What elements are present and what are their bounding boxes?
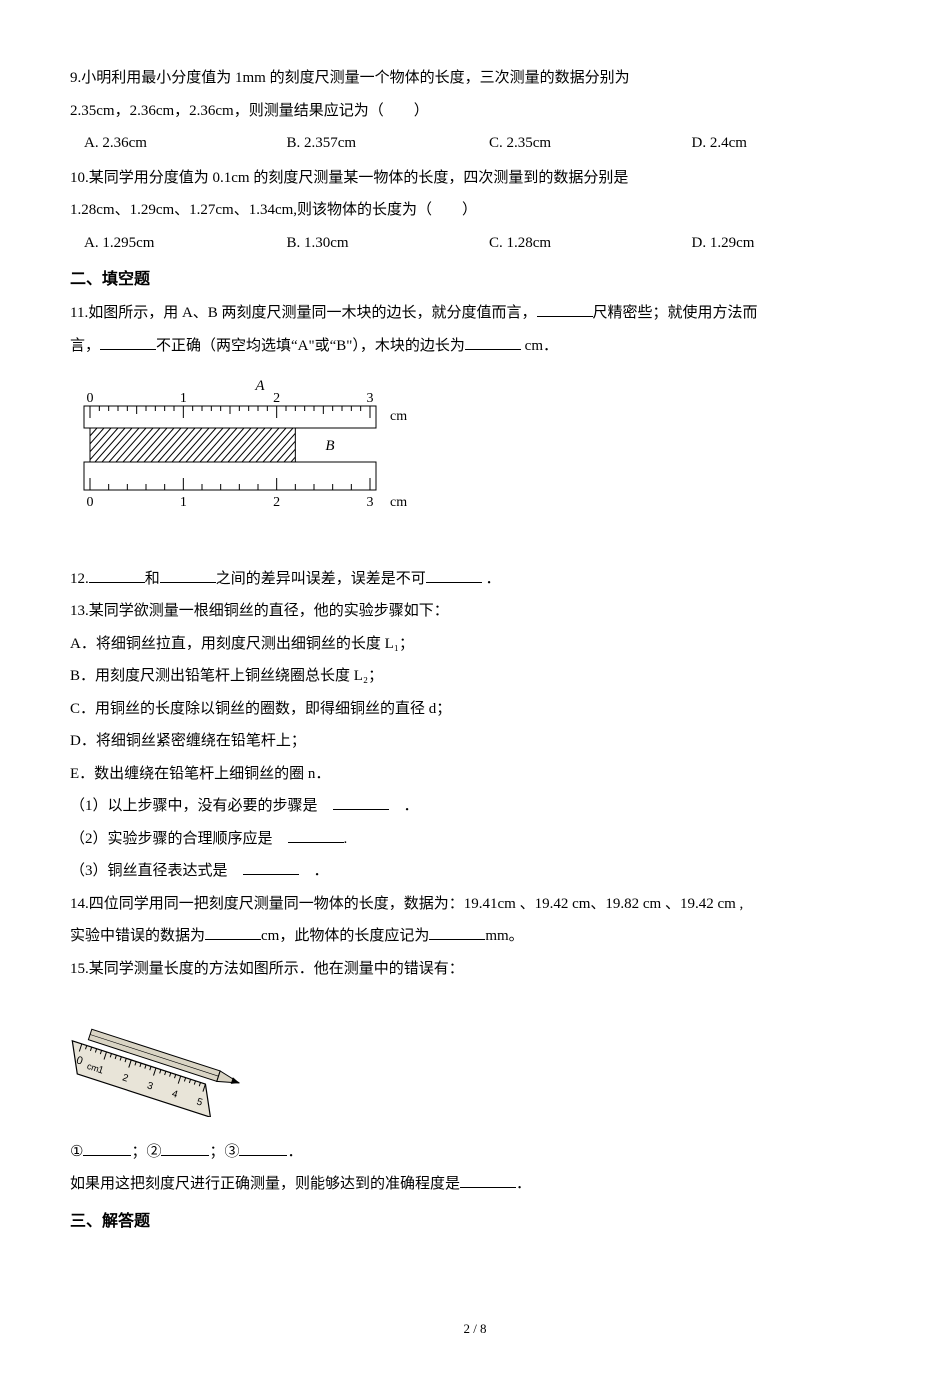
blank bbox=[239, 1140, 287, 1156]
q14-p2b: cm，此物体的长度应记为 bbox=[261, 928, 429, 944]
svg-text:A: A bbox=[254, 378, 265, 394]
q10-opt-c: C. 1.28cm bbox=[475, 229, 678, 258]
q10-opt-d: D. 1.29cm bbox=[678, 229, 881, 258]
svg-text:B: B bbox=[325, 438, 334, 454]
q12-c: 之间的差异叫误差，误差是不可 bbox=[216, 571, 426, 587]
q10-line2: 1.28cm、1.29cm、1.27cm、1.34cm,则该物体的长度为（ ） bbox=[70, 196, 880, 225]
blank bbox=[460, 1172, 516, 1188]
svg-text:0: 0 bbox=[87, 495, 94, 510]
q12-a: 12. bbox=[70, 571, 89, 587]
q11-figure: 0 1 2 3 cm A B 0 1 2 3 cm bbox=[70, 374, 880, 555]
blank bbox=[161, 1140, 209, 1156]
q9-line2: 2.35cm，2.36cm，2.36cm，则测量结果应记为（ ） bbox=[70, 97, 880, 126]
q11-p2c: cm． bbox=[521, 338, 558, 354]
q13-s1a: （1）以上步骤中，没有必要的步骤是 bbox=[70, 798, 333, 814]
section-3-heading: 三、解答题 bbox=[70, 1207, 880, 1237]
q13-B: B．用刻度尺测出铅笔杆上铜丝绕圈总长度 L₂； bbox=[70, 662, 880, 691]
svg-text:2: 2 bbox=[273, 391, 280, 406]
blank bbox=[333, 794, 389, 810]
q9-opt-b: B. 2.357cm bbox=[273, 129, 476, 158]
q15-lb: ；② bbox=[131, 1144, 161, 1160]
q15-line3: 如果用这把刻度尺进行正确测量，则能够达到的准确程度是 ． bbox=[70, 1170, 880, 1199]
q13-sub2: （2）实验步骤的合理顺序应是 . bbox=[70, 825, 880, 854]
q15-lc: ；③ bbox=[209, 1144, 239, 1160]
q13-s2b: . bbox=[344, 831, 348, 847]
q10-line1: 10.某同学用分度值为 0.1cm 的刻度尺测量某一物体的长度，四次测量到的数据… bbox=[70, 164, 880, 193]
svg-text:cm: cm bbox=[390, 495, 407, 510]
q13-sub1: （1）以上步骤中，没有必要的步骤是 ． bbox=[70, 792, 880, 821]
svg-text:1: 1 bbox=[180, 495, 187, 510]
svg-text:3: 3 bbox=[367, 391, 374, 406]
q15-figure: 0cm12345 bbox=[70, 997, 880, 1128]
q13-C: C．用铜丝的长度除以铜丝的圈数，即得细铜丝的直径 d； bbox=[70, 695, 880, 724]
blank bbox=[465, 334, 521, 350]
q13-head: 13.某同学欲测量一根细铜丝的直径，他的实验步骤如下： bbox=[70, 597, 880, 626]
svg-text:0: 0 bbox=[87, 391, 94, 406]
q10-opt-b: B. 1.30cm bbox=[273, 229, 476, 258]
blank bbox=[288, 827, 344, 843]
q15-head: 15.某同学测量长度的方法如图所示．他在测量中的错误有： bbox=[70, 955, 880, 984]
q10-opt-a: A. 1.295cm bbox=[70, 229, 273, 258]
svg-text:cm: cm bbox=[390, 409, 407, 424]
q15-p3b: ． bbox=[516, 1176, 531, 1192]
q9-options: A. 2.36cm B. 2.357cm C. 2.35cm D. 2.4cm bbox=[70, 129, 880, 158]
blank bbox=[160, 567, 216, 583]
blank bbox=[429, 924, 485, 940]
q13-sub3: （3）铜丝直径表达式是 ． bbox=[70, 857, 880, 886]
q11-p2a: 言， bbox=[70, 338, 100, 354]
svg-text:2: 2 bbox=[273, 495, 280, 510]
q15-blanks: ① ；② ；③ ． bbox=[70, 1138, 880, 1167]
q11-p1a: 11.如图所示，用 A、B 两刻度尺测量同一木块的边长，就分度值而言， bbox=[70, 305, 537, 321]
blank bbox=[426, 567, 482, 583]
q9-opt-c: C. 2.35cm bbox=[475, 129, 678, 158]
blank bbox=[83, 1140, 131, 1156]
blank bbox=[537, 301, 593, 317]
q13-s3b: ． bbox=[299, 863, 329, 879]
blank bbox=[89, 567, 145, 583]
q15-la: ① bbox=[70, 1144, 83, 1160]
q12-d: ． bbox=[482, 571, 501, 587]
blank bbox=[205, 924, 261, 940]
q15-p3a: 如果用这把刻度尺进行正确测量，则能够达到的准确程度是 bbox=[70, 1176, 460, 1192]
blank bbox=[243, 859, 299, 875]
q14-p2a: 实验中错误的数据为 bbox=[70, 928, 205, 944]
blank bbox=[100, 334, 156, 350]
svg-text:3: 3 bbox=[367, 495, 374, 510]
q9-opt-d: D. 2.4cm bbox=[678, 129, 881, 158]
q9-opt-a: A. 2.36cm bbox=[70, 129, 273, 158]
q15-ld: ． bbox=[287, 1144, 302, 1160]
q11-line2: 言， 不正确（两空均选填“A"或“B"），木块的边长为 cm． bbox=[70, 332, 880, 361]
q10-options: A. 1.295cm B. 1.30cm C. 1.28cm D. 1.29cm bbox=[70, 229, 880, 258]
q13-A: A．将细铜丝拉直，用刻度尺测出细铜丝的长度 L₁； bbox=[70, 630, 880, 659]
q13-s2a: （2）实验步骤的合理顺序应是 bbox=[70, 831, 288, 847]
q11-p2b: 不正确（两空均选填“A"或“B"），木块的边长为 bbox=[156, 338, 465, 354]
q14-line2: 实验中错误的数据为 cm，此物体的长度应记为 mm。 bbox=[70, 922, 880, 951]
svg-text:1: 1 bbox=[180, 391, 187, 406]
q11-line1: 11.如图所示，用 A、B 两刻度尺测量同一木块的边长，就分度值而言， 尺精密些；… bbox=[70, 299, 880, 328]
q11-p1b: 尺精密些；就使用方法而 bbox=[593, 305, 758, 321]
q13-E: E．数出缠绕在铅笔杆上细铜丝的圈 n． bbox=[70, 760, 880, 789]
q12-b: 和 bbox=[145, 571, 160, 587]
q13-s3a: （3）铜丝直径表达式是 bbox=[70, 863, 243, 879]
q14-p2c: mm。 bbox=[485, 928, 523, 944]
q9-line1: 9.小明利用最小分度值为 1mm 的刻度尺测量一个物体的长度，三次测量的数据分别… bbox=[70, 64, 880, 93]
q12: 12. 和 之间的差异叫误差，误差是不可 ． bbox=[70, 565, 880, 594]
q13-s1b: ． bbox=[389, 798, 419, 814]
section-2-heading: 二、填空题 bbox=[70, 265, 880, 295]
q14-line1: 14.四位同学用同一把刻度尺测量同一物体的长度，数据为：19.41cm 、19.… bbox=[70, 890, 880, 919]
page-number: 2 / 8 bbox=[70, 1317, 880, 1342]
q13-D: D．将细铜丝紧密缠绕在铅笔杆上； bbox=[70, 727, 880, 756]
